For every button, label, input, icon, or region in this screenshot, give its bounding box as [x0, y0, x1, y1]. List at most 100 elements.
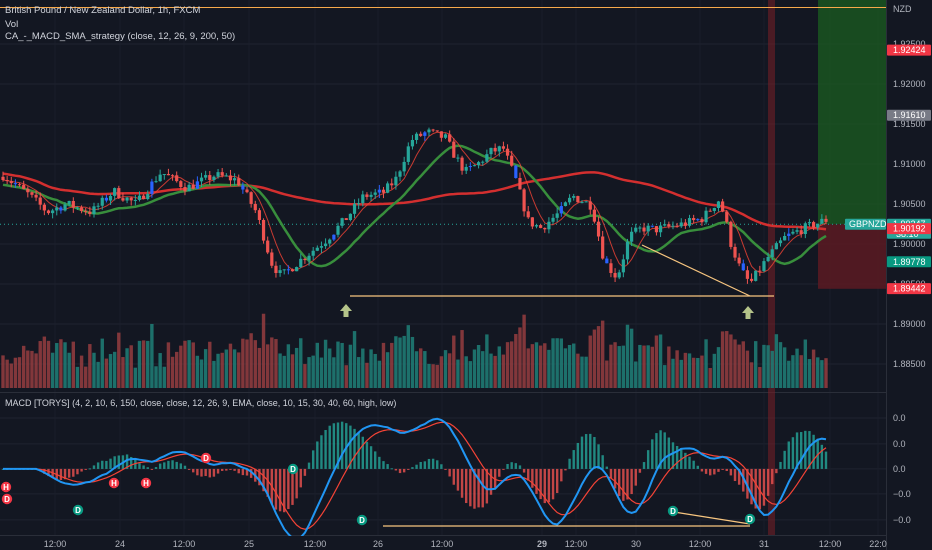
volume-indicator-label[interactable]: Vol	[5, 19, 19, 30]
volume-bar	[497, 346, 501, 388]
macd-histogram-bar	[386, 464, 389, 469]
volume-bar	[770, 350, 774, 388]
volume-bar	[778, 342, 783, 388]
candle-body	[642, 227, 646, 232]
candle-body	[439, 131, 443, 138]
candle-body	[501, 146, 506, 149]
macd-indicator-label[interactable]: MACD [TORYS] (4, 2, 10, 6, 150, close, c…	[5, 398, 397, 408]
candle-body	[630, 231, 634, 242]
volume-bar	[170, 356, 175, 388]
marker-dot	[356, 514, 368, 526]
candle-body	[663, 224, 667, 226]
macd-histogram-bar	[795, 432, 799, 469]
candle-body	[737, 257, 741, 264]
macd-tick-label: 0.0	[893, 439, 906, 449]
candle-body	[749, 278, 754, 281]
macd-signal-marker: D	[72, 504, 84, 516]
candle-body	[766, 256, 770, 262]
volume-bar	[526, 348, 530, 388]
volume-bar	[447, 353, 452, 388]
candle-body	[708, 210, 712, 212]
macd-signal-marker: H	[0, 481, 12, 493]
volume-bar	[634, 361, 638, 388]
candle-body	[605, 258, 609, 264]
volume-bar	[183, 340, 187, 388]
up-arrow-icon	[340, 304, 352, 317]
volume-bar	[34, 353, 38, 388]
candle-body	[460, 157, 464, 171]
candle-body	[286, 269, 290, 271]
up-arrow-icon	[742, 306, 754, 319]
candle-body	[22, 184, 26, 189]
volume-bar	[133, 367, 138, 388]
candle-body	[807, 222, 812, 224]
volume-bar	[468, 361, 473, 388]
candle-body	[381, 189, 386, 193]
volume-bar	[96, 361, 100, 388]
candle-body	[572, 196, 576, 198]
macd-histogram-bar	[758, 468, 762, 510]
candle-body	[811, 222, 816, 228]
marker-dot	[108, 477, 120, 489]
macd-histogram-bar	[324, 430, 327, 469]
macd-histogram-bar	[394, 468, 398, 471]
candle-body	[108, 195, 113, 201]
volume-bar	[733, 339, 737, 388]
macd-signal-marker: D	[744, 513, 756, 525]
macd-histogram-bar	[560, 468, 563, 482]
volume-bar	[315, 342, 320, 388]
macd-histogram-bar	[564, 468, 567, 471]
candle-body	[505, 148, 510, 156]
volume-bar	[112, 351, 117, 388]
candle-body	[576, 196, 580, 203]
candle-body	[137, 195, 142, 200]
volume-bar	[282, 355, 286, 388]
candle-body	[270, 252, 274, 266]
volume-bar	[84, 366, 88, 388]
volume-bar	[270, 337, 274, 388]
volume-bar	[303, 364, 307, 388]
volume-bar	[481, 351, 485, 388]
volume-bar	[71, 341, 76, 388]
volume-bar	[286, 344, 291, 388]
macd-histogram-bar	[522, 468, 526, 473]
candle-body	[721, 201, 725, 212]
volume-bar	[803, 339, 808, 388]
macd-histogram-bar	[700, 468, 704, 472]
marker-dot	[1, 493, 13, 505]
candle-body	[13, 183, 18, 185]
ma-slow-line	[2, 171, 827, 231]
macd-histogram-bar	[626, 468, 629, 500]
macd-histogram-bar	[88, 468, 92, 470]
candle-body	[592, 209, 597, 222]
candle-body	[530, 217, 534, 227]
macd-histogram-bar	[303, 468, 307, 476]
macd-histogram-bar	[158, 463, 162, 469]
candle-body	[373, 192, 377, 195]
volume-bar	[129, 345, 133, 388]
macd-histogram-bar	[473, 468, 476, 509]
ma-fast-line	[2, 144, 827, 268]
candle-body	[307, 255, 311, 261]
macd-histogram-bar	[812, 434, 815, 469]
candle-body	[315, 247, 319, 251]
macd-histogram-bar	[262, 468, 265, 492]
volume-bar	[522, 314, 526, 388]
macd-histogram-bar	[820, 444, 824, 469]
candle-body	[588, 201, 592, 210]
macd-histogram-bar	[634, 468, 637, 486]
volume-bar	[307, 357, 311, 388]
volume-bar	[687, 353, 692, 388]
candle-body	[754, 270, 758, 281]
take-profit-zone	[818, 0, 886, 225]
macd-histogram-bar	[258, 468, 261, 486]
macd-histogram-bar	[460, 468, 464, 498]
strategy-indicator-label[interactable]: CA_-_MACD_SMA_strategy (close, 12, 26, 9…	[5, 31, 236, 42]
candle-body	[34, 194, 38, 198]
price-tag-value: 1.90192	[893, 224, 926, 234]
candle-body	[5, 179, 9, 182]
macd-histogram-bar	[601, 455, 604, 469]
candle-body	[419, 133, 423, 136]
